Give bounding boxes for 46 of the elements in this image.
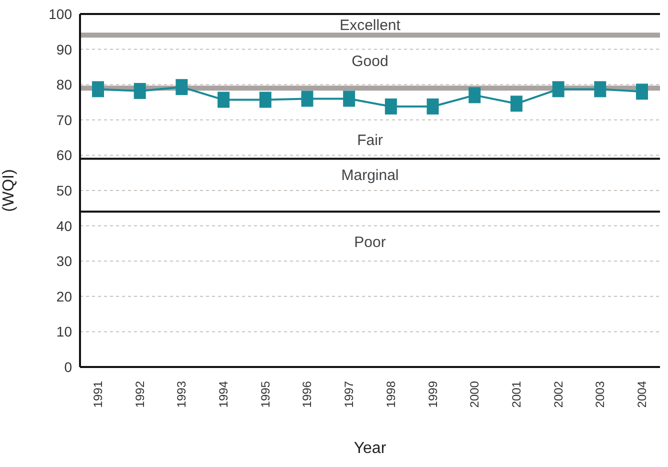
x-tick-label: 1994 — [216, 380, 231, 408]
y-tick-label: 80 — [56, 76, 72, 93]
x-tick-label: 1999 — [426, 380, 440, 408]
point — [426, 98, 439, 114]
y-axis-title: (WQI) — [0, 169, 18, 212]
x-tick-label: 1996 — [300, 380, 314, 408]
point — [301, 90, 314, 107]
annotation: Good — [350, 52, 390, 71]
x-tick-label: 1992 — [132, 380, 147, 408]
x-tick-label: 1991 — [91, 380, 105, 408]
annotation: Poor — [353, 234, 387, 252]
point — [384, 98, 397, 114]
point — [636, 84, 648, 100]
x-tick-label: 1995 — [258, 380, 272, 408]
point — [343, 90, 356, 107]
y-tick-label: 20 — [56, 288, 72, 304]
x-tick-label: 1993 — [174, 380, 189, 408]
point — [134, 82, 146, 99]
y-tick-label: 60 — [56, 147, 72, 164]
point — [510, 96, 522, 112]
point — [594, 81, 606, 98]
x-axis-title: Year — [354, 440, 387, 457]
point — [92, 81, 104, 98]
y-tick-label: 90 — [56, 41, 72, 58]
x-tick-label: 1998 — [384, 380, 398, 408]
point — [552, 81, 564, 98]
y-tick-label: 30 — [56, 253, 72, 270]
annotation: Excellent — [338, 16, 402, 35]
y-tick-label: 0 — [64, 358, 72, 375]
x-tick-label: 2004 — [635, 380, 649, 408]
point — [176, 79, 188, 96]
point — [218, 92, 230, 108]
y-tick-label: 40 — [56, 218, 72, 234]
x-tick-label: 2003 — [593, 380, 608, 408]
y-tick-label: 10 — [56, 324, 72, 340]
y-tick-label: 70 — [56, 112, 72, 128]
annotation: Marginal — [340, 167, 400, 186]
y-tick-label: 100 — [48, 6, 72, 22]
x-tick-label: 2001 — [509, 380, 524, 408]
x-tick-label: 2002 — [551, 380, 566, 408]
point — [468, 87, 481, 104]
x-tick-label: 1997 — [342, 380, 356, 408]
x-tick-label: 2000 — [468, 380, 482, 408]
y-tick-label: 50 — [56, 182, 72, 198]
point — [259, 92, 272, 108]
annotation: Fair — [356, 132, 384, 150]
